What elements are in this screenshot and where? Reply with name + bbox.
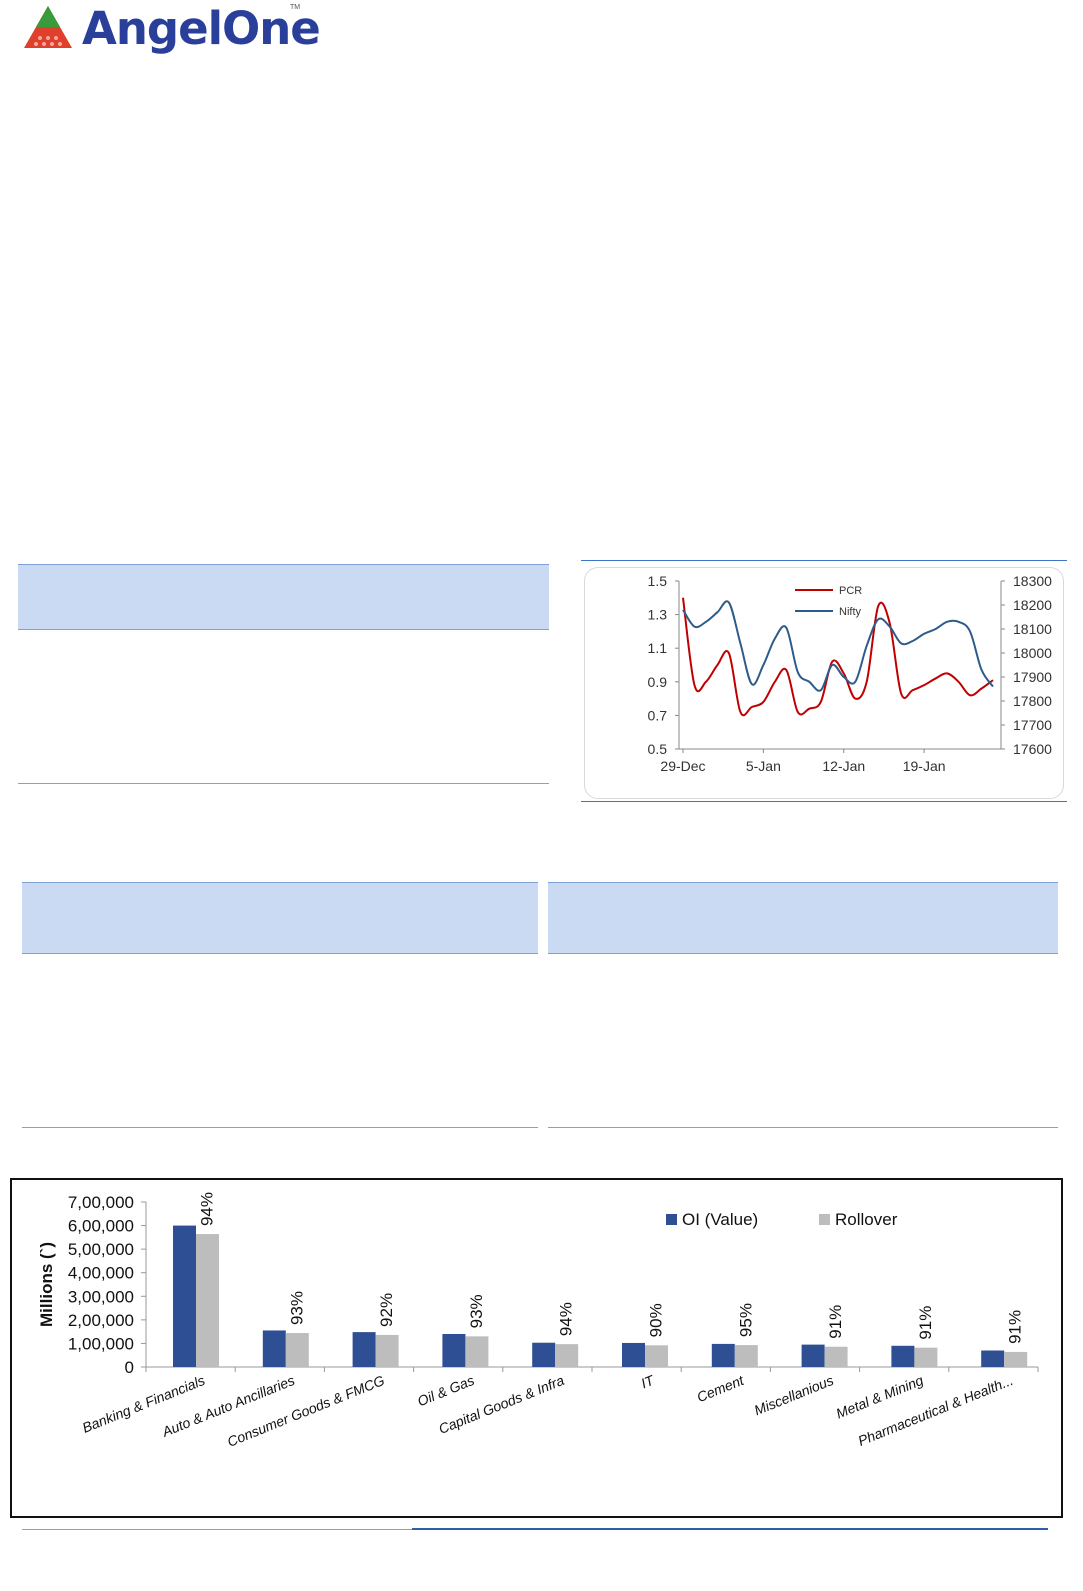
bar-oi-value--9 xyxy=(981,1350,1005,1367)
right-table-header xyxy=(548,883,1058,954)
pcr-right-tick-label: 17700 xyxy=(1013,717,1052,733)
pcr-legend-label: Nifty xyxy=(839,606,862,618)
bar-data-label: 92% xyxy=(377,1293,396,1327)
bar-oi-value--6 xyxy=(711,1343,735,1367)
bar-y-tick-label: 2,00,000 xyxy=(68,1311,134,1330)
pcr-right-tick-label: 18300 xyxy=(1013,573,1052,589)
bar-category-label: Oil & Gas xyxy=(415,1372,477,1409)
bar-rollover-6 xyxy=(734,1345,758,1367)
sector-rollover-chart: 7,00,000 6,00,000 5,00,000 4,00,000 3,00,000… xyxy=(10,1178,1063,1518)
bar-oi-value--7 xyxy=(801,1344,825,1367)
pcr-x-tick-label: 29-Dec xyxy=(660,758,705,774)
pcr-series-line-pcr xyxy=(682,597,994,717)
pcr-chart-svg: 1.5 1.3 1.1 0.9 0.7 0.5 18300 18200 18100 18000 17… xyxy=(648,573,1053,774)
bar-rollover-3 xyxy=(465,1336,489,1367)
bar-y-tick-label: 0 xyxy=(125,1358,134,1377)
logo-mark-icon xyxy=(24,6,72,48)
bar-legend-swatch xyxy=(819,1214,830,1225)
pcr-x-tick-label: 12-Jan xyxy=(822,758,865,774)
footer-divider-accent xyxy=(412,1528,1048,1530)
pcr-left-tick-label: 1.3 xyxy=(648,607,668,623)
bar-y-tick-label: 4,00,000 xyxy=(68,1264,134,1283)
bar-data-label: 94% xyxy=(557,1302,576,1336)
bar-y-axis-title: Millions (`) xyxy=(37,1242,56,1327)
pcr-right-tick-label: 18000 xyxy=(1013,645,1052,661)
bar-chart-svg: 7,00,000 6,00,000 5,00,000 4,00,000 3,00,000… xyxy=(37,1192,1039,1450)
bar-rollover-2 xyxy=(375,1334,399,1367)
pcr-series-line-nifty xyxy=(682,600,994,692)
bar-rollover-5 xyxy=(645,1345,668,1367)
bar-rollover-0 xyxy=(196,1234,219,1367)
bar-data-label: 94% xyxy=(198,1192,217,1226)
pcr-left-tick-label: 0.7 xyxy=(648,707,668,723)
right-table xyxy=(548,882,1058,1128)
pcr-left-tick-label: 1.5 xyxy=(648,573,668,589)
pcr-left-tick-label: 1.1 xyxy=(648,640,668,656)
pcr-right-tick-label: 18100 xyxy=(1013,621,1052,637)
bar-rollover-7 xyxy=(824,1346,848,1367)
bar-oi-value--8 xyxy=(891,1345,915,1367)
bar-rollover-8 xyxy=(914,1347,938,1367)
pcr-nifty-chart: 1.5 1.3 1.1 0.9 0.7 0.5 18300 18200 18100 18000 17… xyxy=(581,560,1067,802)
bar-rollover-4 xyxy=(555,1344,579,1367)
bar-legend-label: Rollover xyxy=(835,1210,898,1229)
bar-rollover-9 xyxy=(1004,1351,1028,1367)
pcr-x-tick-label: 5-Jan xyxy=(746,758,781,774)
bar-data-label: 93% xyxy=(467,1294,486,1328)
bar-oi-value--5 xyxy=(622,1342,645,1367)
bar-legend-swatch xyxy=(666,1214,677,1225)
pcr-left-tick-label: 0.9 xyxy=(648,674,668,690)
bar-y-tick-label: 7,00,000 xyxy=(68,1193,134,1212)
pcr-x-tick-label: 19-Jan xyxy=(903,758,946,774)
bar-y-tick-label: 3,00,000 xyxy=(68,1287,134,1306)
summary-table-header xyxy=(18,565,549,630)
bar-data-label: 91% xyxy=(916,1306,935,1340)
footer-divider xyxy=(22,1529,412,1530)
bar-oi-value--4 xyxy=(532,1342,556,1367)
pcr-right-tick-label: 17600 xyxy=(1013,741,1052,757)
pcr-right-tick-label: 17900 xyxy=(1013,669,1052,685)
pcr-right-tick-label: 18200 xyxy=(1013,597,1052,613)
bar-y-tick-label: 6,00,000 xyxy=(68,1217,134,1236)
left-table xyxy=(22,882,538,1128)
bar-oi-value--0 xyxy=(173,1225,196,1367)
bar-data-label: 90% xyxy=(647,1303,666,1337)
bar-oi-value--3 xyxy=(442,1334,466,1367)
bar-category-label: Cement xyxy=(694,1372,746,1406)
summary-table xyxy=(18,564,549,784)
bar-y-tick-label: 1,00,000 xyxy=(68,1334,134,1353)
pcr-right-tick-label: 17800 xyxy=(1013,693,1052,709)
bar-oi-value--1 xyxy=(262,1330,286,1367)
bar-category-label: IT xyxy=(639,1371,658,1391)
bar-data-label: 91% xyxy=(826,1305,845,1339)
bar-y-tick-label: 5,00,000 xyxy=(68,1240,134,1259)
bar-rollover-1 xyxy=(285,1333,309,1367)
pcr-left-tick-label: 0.5 xyxy=(648,741,668,757)
trademark: TM xyxy=(290,4,301,11)
angelone-logo: AngelOne TM xyxy=(20,0,321,62)
bar-category-label: Miscellanious xyxy=(752,1372,836,1418)
bar-legend-label: OI (Value) xyxy=(682,1210,758,1229)
brand-name: AngelOne xyxy=(82,2,321,55)
bar-category-label: Pharmaceutical & Health... xyxy=(856,1372,1016,1449)
bar-data-label: 93% xyxy=(287,1291,306,1325)
bar-oi-value--2 xyxy=(352,1332,376,1367)
left-table-header xyxy=(22,883,538,954)
bar-category-label: Consumer Goods & FMCG xyxy=(225,1372,387,1450)
bar-data-label: 95% xyxy=(736,1303,755,1337)
pcr-legend-label: PCR xyxy=(839,585,862,597)
bar-data-label: 91% xyxy=(1006,1310,1025,1344)
